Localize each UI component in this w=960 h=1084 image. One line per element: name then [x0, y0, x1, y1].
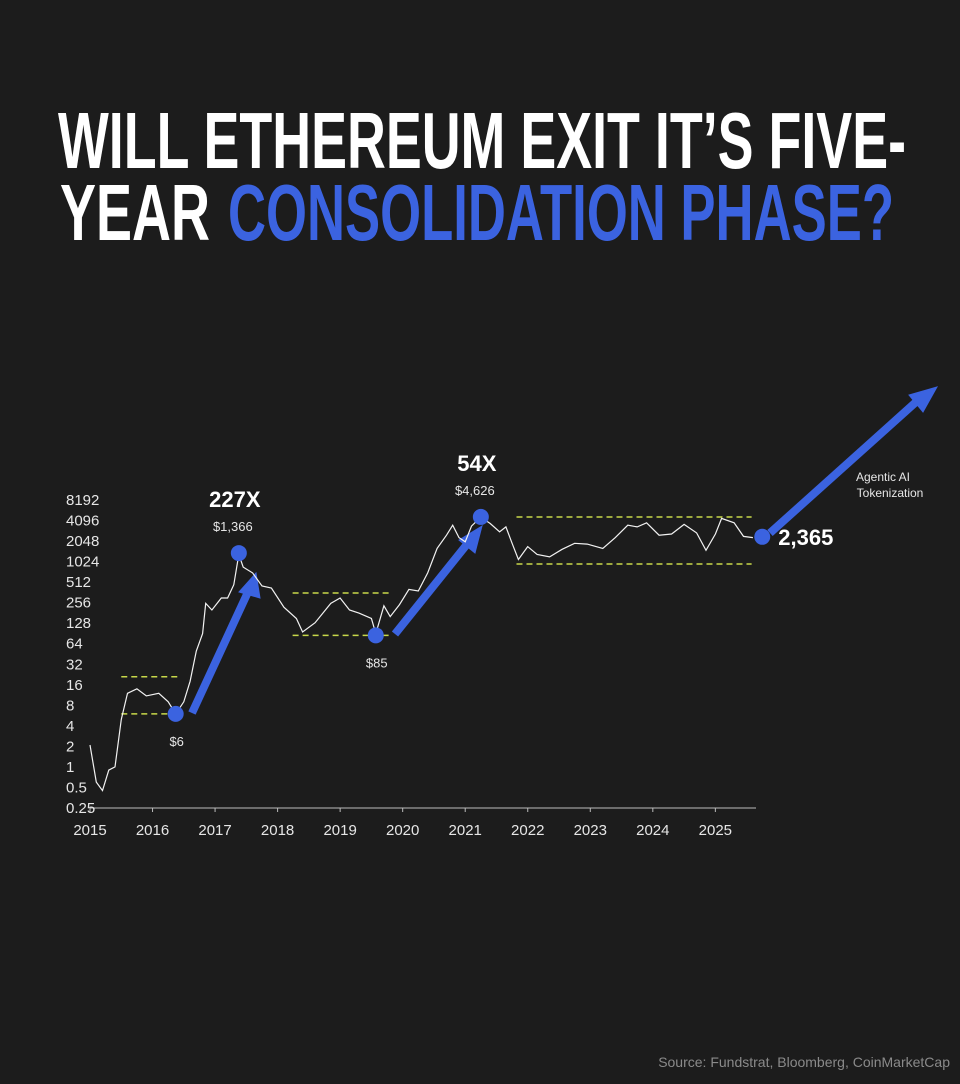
marker [230, 545, 247, 562]
arrow [767, 399, 919, 536]
marker-label: 2,365 [778, 525, 833, 550]
y-tick-label: 4096 [66, 513, 99, 530]
y-tick-label: 64 [66, 636, 83, 653]
arrow [188, 590, 252, 715]
note-line: Agentic AI [856, 470, 910, 484]
x-tick-label: 2015 [73, 822, 106, 839]
x-tick-label: 2024 [636, 822, 669, 839]
title-line: WILL ETHEREUM EXIT IT’S FIVE- [58, 96, 906, 185]
y-tick-label: 8 [66, 697, 74, 714]
multiple-label: 54X [457, 451, 496, 476]
multiple-label: 227X [209, 487, 261, 512]
x-tick-label: 2016 [136, 822, 169, 839]
marker [367, 627, 384, 644]
marker-label: $4,626 [455, 483, 495, 498]
x-tick-label: 2023 [574, 822, 607, 839]
arrows [188, 386, 939, 715]
y-tick-label: 32 [66, 656, 83, 673]
source: Source: Fundstrat, Bloomberg, CoinMarket… [658, 1054, 950, 1070]
x-tick-label: 2022 [511, 822, 544, 839]
marker-label: $1,366 [213, 519, 253, 534]
x-tick-label: 2020 [386, 822, 419, 839]
price-line [89, 516, 753, 792]
note-line: Tokenization [857, 486, 924, 500]
y-tick-label: 8192 [66, 492, 99, 509]
marker [167, 705, 184, 722]
marker-label: $6 [169, 734, 183, 749]
x-tick-label: 2018 [261, 822, 294, 839]
y-tick-label: 0.5 [66, 779, 87, 796]
y-tick-label: 2048 [66, 533, 99, 550]
y-tick-label: 0.25 [66, 800, 95, 817]
arrow-head [458, 524, 483, 554]
x-tick-label: 2025 [699, 822, 732, 839]
title-highlight: CONSOLIDATION PHASE? [228, 168, 894, 257]
y-tick-label: 256 [66, 595, 91, 612]
title-word: YEAR [60, 168, 210, 257]
x-tick-label: 2017 [198, 822, 231, 839]
x-tick-label: 2019 [323, 822, 356, 839]
marker-label: $85 [366, 655, 388, 670]
marker [472, 508, 489, 525]
y-tick-label: 128 [66, 615, 91, 632]
y-tick-label: 2 [66, 738, 74, 755]
y-tick-label: 4 [66, 718, 74, 735]
arrow-head [238, 571, 261, 599]
arrow [391, 540, 472, 637]
y-tick-label: 16 [66, 677, 83, 694]
y-tick-label: 1 [66, 759, 74, 776]
y-tick-label: 1024 [66, 554, 99, 571]
y-tick-label: 512 [66, 574, 91, 591]
x-tick-label: 2021 [449, 822, 482, 839]
arrow-head [908, 386, 939, 413]
marker [754, 528, 771, 545]
